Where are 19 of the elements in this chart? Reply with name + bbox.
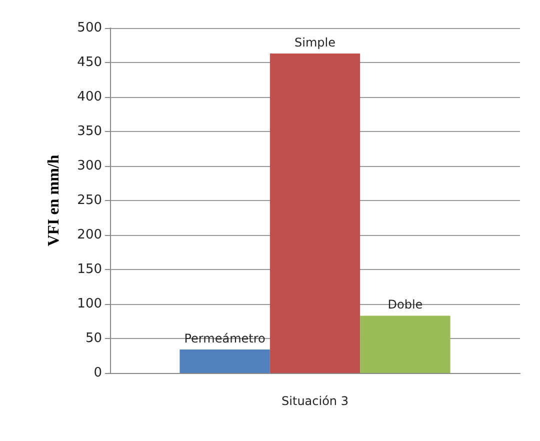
series-label: Simple	[294, 36, 336, 50]
y-tick-label: 450	[77, 55, 102, 70]
y-tick-label: 150	[77, 262, 102, 277]
y-axis-title: VFI en mm/h	[46, 154, 62, 246]
y-tick-label: 250	[77, 193, 102, 208]
y-tick-label: 300	[77, 158, 102, 174]
x-tick-label: Situación 3	[282, 394, 348, 408]
series-label: Permeámetro	[184, 332, 266, 346]
y-tick-label: 0	[94, 366, 102, 380]
bar	[180, 350, 270, 373]
y-tick-label: 100	[77, 296, 102, 312]
bar	[270, 54, 360, 373]
y-tick-label: 500	[77, 20, 102, 36]
y-tick-label: 200	[77, 228, 102, 242]
y-tick-label: 350	[77, 124, 102, 139]
y-tick-label: 400	[77, 90, 102, 104]
bar	[360, 316, 450, 373]
y-tick-label: 50	[85, 331, 102, 346]
series-label: Doble	[388, 298, 423, 312]
